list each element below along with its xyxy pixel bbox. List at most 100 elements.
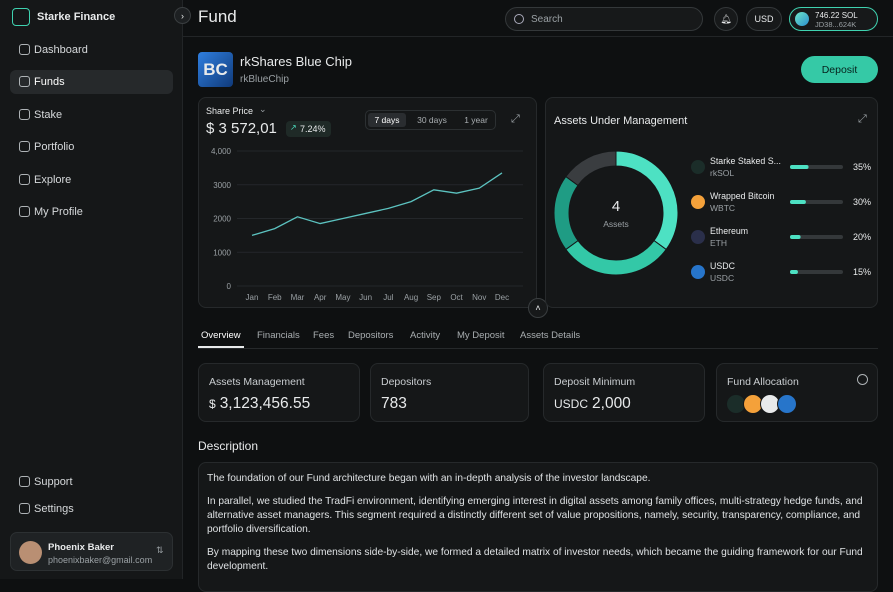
x-tick-label: Mar <box>291 293 305 302</box>
range-tab[interactable]: 7 days <box>368 113 406 127</box>
allocation-track <box>790 270 843 274</box>
nav-item[interactable]: Dashboard <box>10 38 173 62</box>
user-email: phoenixbaker@gmail.com <box>48 555 153 565</box>
y-tick-label: 2000 <box>213 215 231 224</box>
search-icon <box>514 14 524 24</box>
stat-card: Deposit Minimum USDC 2,000 <box>543 363 705 422</box>
chart-dropdown-icon: ⌄ <box>259 104 267 114</box>
x-tick-label: Sep <box>427 293 442 302</box>
nav-icon <box>19 206 30 217</box>
info-icon[interactable] <box>857 374 868 385</box>
tab[interactable]: Financials <box>257 330 300 341</box>
deposit-button[interactable]: Deposit <box>801 56 878 83</box>
collapse-button[interactable]: › <box>174 7 191 24</box>
x-tick-label: Jun <box>359 293 372 302</box>
stat-value: 3,123,456.55 <box>219 395 311 412</box>
share-price-card: Share Price ⌄ $ 3 572,01 ↗ 7.24% 7 days 30… <box>198 97 537 308</box>
nav-item[interactable]: Funds <box>10 70 173 95</box>
description-box: The foundation of our Fund architecture … <box>198 462 878 592</box>
allocation-label: 35% <box>853 162 871 172</box>
tab[interactable]: Assets Details <box>520 330 581 341</box>
nav-item[interactable]: Explore <box>10 168 173 192</box>
wallet-balance: 746.22 SOL <box>815 11 858 20</box>
nav-item[interactable]: Stake <box>10 103 173 127</box>
notifications-button[interactable]: 🔔︎ <box>714 7 738 31</box>
range-tab[interactable]: 1 year <box>464 115 488 125</box>
sidebar: Starke Finance › Phoenix Baker phoenixba… <box>0 0 191 579</box>
nav-icon <box>19 76 30 88</box>
allocation-label: 15% <box>853 267 871 277</box>
asset-icon <box>691 160 705 174</box>
stat-card: Assets Management $3,123,456.55 <box>198 363 360 422</box>
stat-label: Assets Management <box>209 376 305 388</box>
user-menu-icon: ⇅ <box>156 545 164 555</box>
collapse-chart-button[interactable]: ˄ <box>528 298 548 318</box>
stat-value-row: USDC 2,000 <box>554 395 631 413</box>
x-tick-label: Aug <box>404 293 418 302</box>
asset-icon <box>691 230 705 244</box>
description-paragraph: The foundation of our Fund architecture … <box>207 473 651 484</box>
tab-underline <box>198 346 244 348</box>
stat-label: Depositors <box>381 376 432 388</box>
x-tick-label: May <box>335 293 350 302</box>
user-name: Phoenix Baker <box>48 542 114 553</box>
asset-icon <box>691 265 705 279</box>
tab[interactable]: Fees <box>313 330 335 341</box>
x-tick-label: Dec <box>495 293 509 302</box>
search-placeholder: Search <box>531 14 563 25</box>
expand-icon[interactable]: ⤢ <box>511 113 520 125</box>
tab[interactable]: Depositors <box>348 330 394 341</box>
asset-icon <box>691 195 705 209</box>
nav-item[interactable]: Portfolio <box>10 135 173 159</box>
asset-name: USDC <box>710 261 736 271</box>
tab[interactable]: Activity <box>410 330 441 341</box>
stat-value-row: 783 <box>381 395 407 413</box>
donut-segment <box>553 175 579 251</box>
nav-icon <box>19 476 30 487</box>
allocation-label: 30% <box>853 197 871 207</box>
nav-icon <box>19 141 30 153</box>
fund-logo: BC <box>198 52 233 87</box>
stat-value-row: $3,123,456.55 <box>209 395 310 413</box>
price-line <box>251 172 503 236</box>
user-card[interactable]: Phoenix Baker phoenixbaker@gmail.com ⇅ <box>10 532 173 571</box>
wallet-icon <box>795 12 809 26</box>
stat-label: Deposit Minimum <box>554 376 636 388</box>
brand-name: Starke Finance <box>37 11 116 23</box>
allocation-bar <box>790 235 801 239</box>
x-tick-label: Nov <box>472 293 486 302</box>
description-title: Description <box>198 439 259 453</box>
nav-icon <box>19 173 30 185</box>
asset-ticker: USDC <box>710 273 734 283</box>
range-tab[interactable]: 30 days <box>417 115 447 125</box>
x-tick-label: Jan <box>246 293 259 302</box>
search-box[interactable]: Search <box>505 7 703 31</box>
tab[interactable]: Overview <box>201 330 241 341</box>
nav-item[interactable]: Support <box>10 470 173 494</box>
nav-item[interactable]: Settings <box>10 497 173 521</box>
header-divider <box>183 36 893 37</box>
wallet-button[interactable]: 746.22 SOL JD38...624K <box>789 7 878 31</box>
stat-value: 2,000 <box>592 395 631 412</box>
aum-title: Assets Under Management <box>554 115 688 127</box>
chart-title[interactable]: Share Price <box>206 106 254 116</box>
nav-item[interactable]: My Profile <box>10 200 173 224</box>
stat-card: Fund Allocation <box>716 363 878 422</box>
tabs-divider <box>198 348 878 349</box>
donut-center-label: Assets <box>603 219 629 229</box>
stat-unit: $ <box>209 397 216 411</box>
allocation-bar <box>790 270 798 274</box>
page-title: Fund <box>198 7 237 26</box>
tab[interactable]: My Deposit <box>457 330 505 341</box>
allocation-bar <box>790 200 806 204</box>
donut-segment <box>615 150 679 251</box>
asset-name: Ethereum <box>710 226 748 236</box>
asset-ticker: WBTC <box>710 203 735 213</box>
expand-icon[interactable]: ⤢ <box>858 113 867 125</box>
x-tick-label: Apr <box>314 293 327 302</box>
currency-button[interactable]: USD <box>746 7 782 31</box>
description-paragraph: By mapping these two dimensions side-by-… <box>207 547 863 572</box>
fund-name: rkShares Blue Chip <box>240 54 352 69</box>
x-tick-label: Jul <box>383 293 393 302</box>
stat-card: Depositors 783 <box>370 363 529 422</box>
